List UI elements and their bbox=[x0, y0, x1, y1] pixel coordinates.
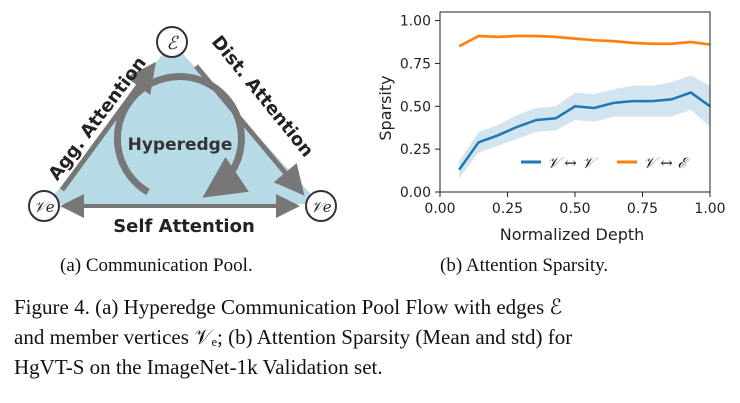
x-tick-label-1: 0.25 bbox=[492, 201, 523, 217]
hyperedge-label: Hyperedge bbox=[128, 135, 233, 155]
node-vertices-left: 𝒱e bbox=[28, 190, 60, 222]
subcaption-b: (b) Attention Sparsity. bbox=[440, 255, 609, 276]
node-vertices-right: 𝒱e bbox=[305, 190, 337, 222]
legend-label-ve: 𝒱 ↔ ℰ bbox=[643, 154, 690, 172]
y-tick-label-3: 0.75 bbox=[400, 56, 431, 72]
y-tick-label-0: 0.00 bbox=[400, 185, 431, 201]
node-top-label: ℰ bbox=[167, 33, 180, 54]
figure-caption-line-1: Figure 4. (a) Hyperedge Communication Po… bbox=[14, 295, 563, 319]
figure-caption-line-3: HgVT-S on the ImageNet-1k Validation set… bbox=[14, 355, 383, 379]
node-right-label: 𝒱e bbox=[310, 198, 331, 216]
self-attention-label: Self Attention bbox=[113, 216, 255, 237]
series-line-0 bbox=[458, 91, 711, 171]
legend: 𝒱 ↔ 𝒱 𝒱 ↔ ℰ bbox=[521, 154, 690, 172]
figure-caption: Figure 4. (a) Hyperedge Communication Po… bbox=[14, 292, 734, 382]
x-tick-label-3: 0.75 bbox=[627, 201, 658, 217]
subcaption-a: (a) Communication Pool. bbox=[60, 255, 253, 276]
cycle-arrow bbox=[113, 73, 249, 198]
triangle-fill bbox=[47, 42, 320, 204]
figure-caption-line-2: and member vertices 𝒱ₑ; (b) Attention Sp… bbox=[14, 325, 573, 349]
x-axis-label: Normalized Depth bbox=[500, 225, 645, 244]
attention-sparsity-chart: 0.00 0.25 0.50 0.75 1.00 0.00 0.25 0.50 0.75 1.00… bbox=[376, 11, 726, 244]
node-left-label: 𝒱e bbox=[33, 198, 54, 216]
x-tick-label-0: 0.00 bbox=[424, 201, 455, 217]
y-axis-label: Sparsity bbox=[376, 75, 395, 140]
node-edges-top: ℰ bbox=[156, 26, 188, 58]
series-line-1 bbox=[458, 34, 711, 48]
x-tick-label-4: 1.00 bbox=[694, 201, 725, 217]
y-tick-label-4: 1.00 bbox=[400, 14, 431, 30]
x-tick-label-2: 0.50 bbox=[559, 201, 590, 217]
agg-attention-edge bbox=[59, 61, 156, 192]
y-tick-label-2: 0.50 bbox=[400, 99, 431, 115]
y-tick-label-1: 0.25 bbox=[400, 142, 431, 158]
communication-pool-diagram: Hyperedge Agg. Attention Dist. Attention… bbox=[28, 26, 337, 237]
legend-label-vv: 𝒱 ↔ 𝒱 bbox=[547, 154, 599, 172]
